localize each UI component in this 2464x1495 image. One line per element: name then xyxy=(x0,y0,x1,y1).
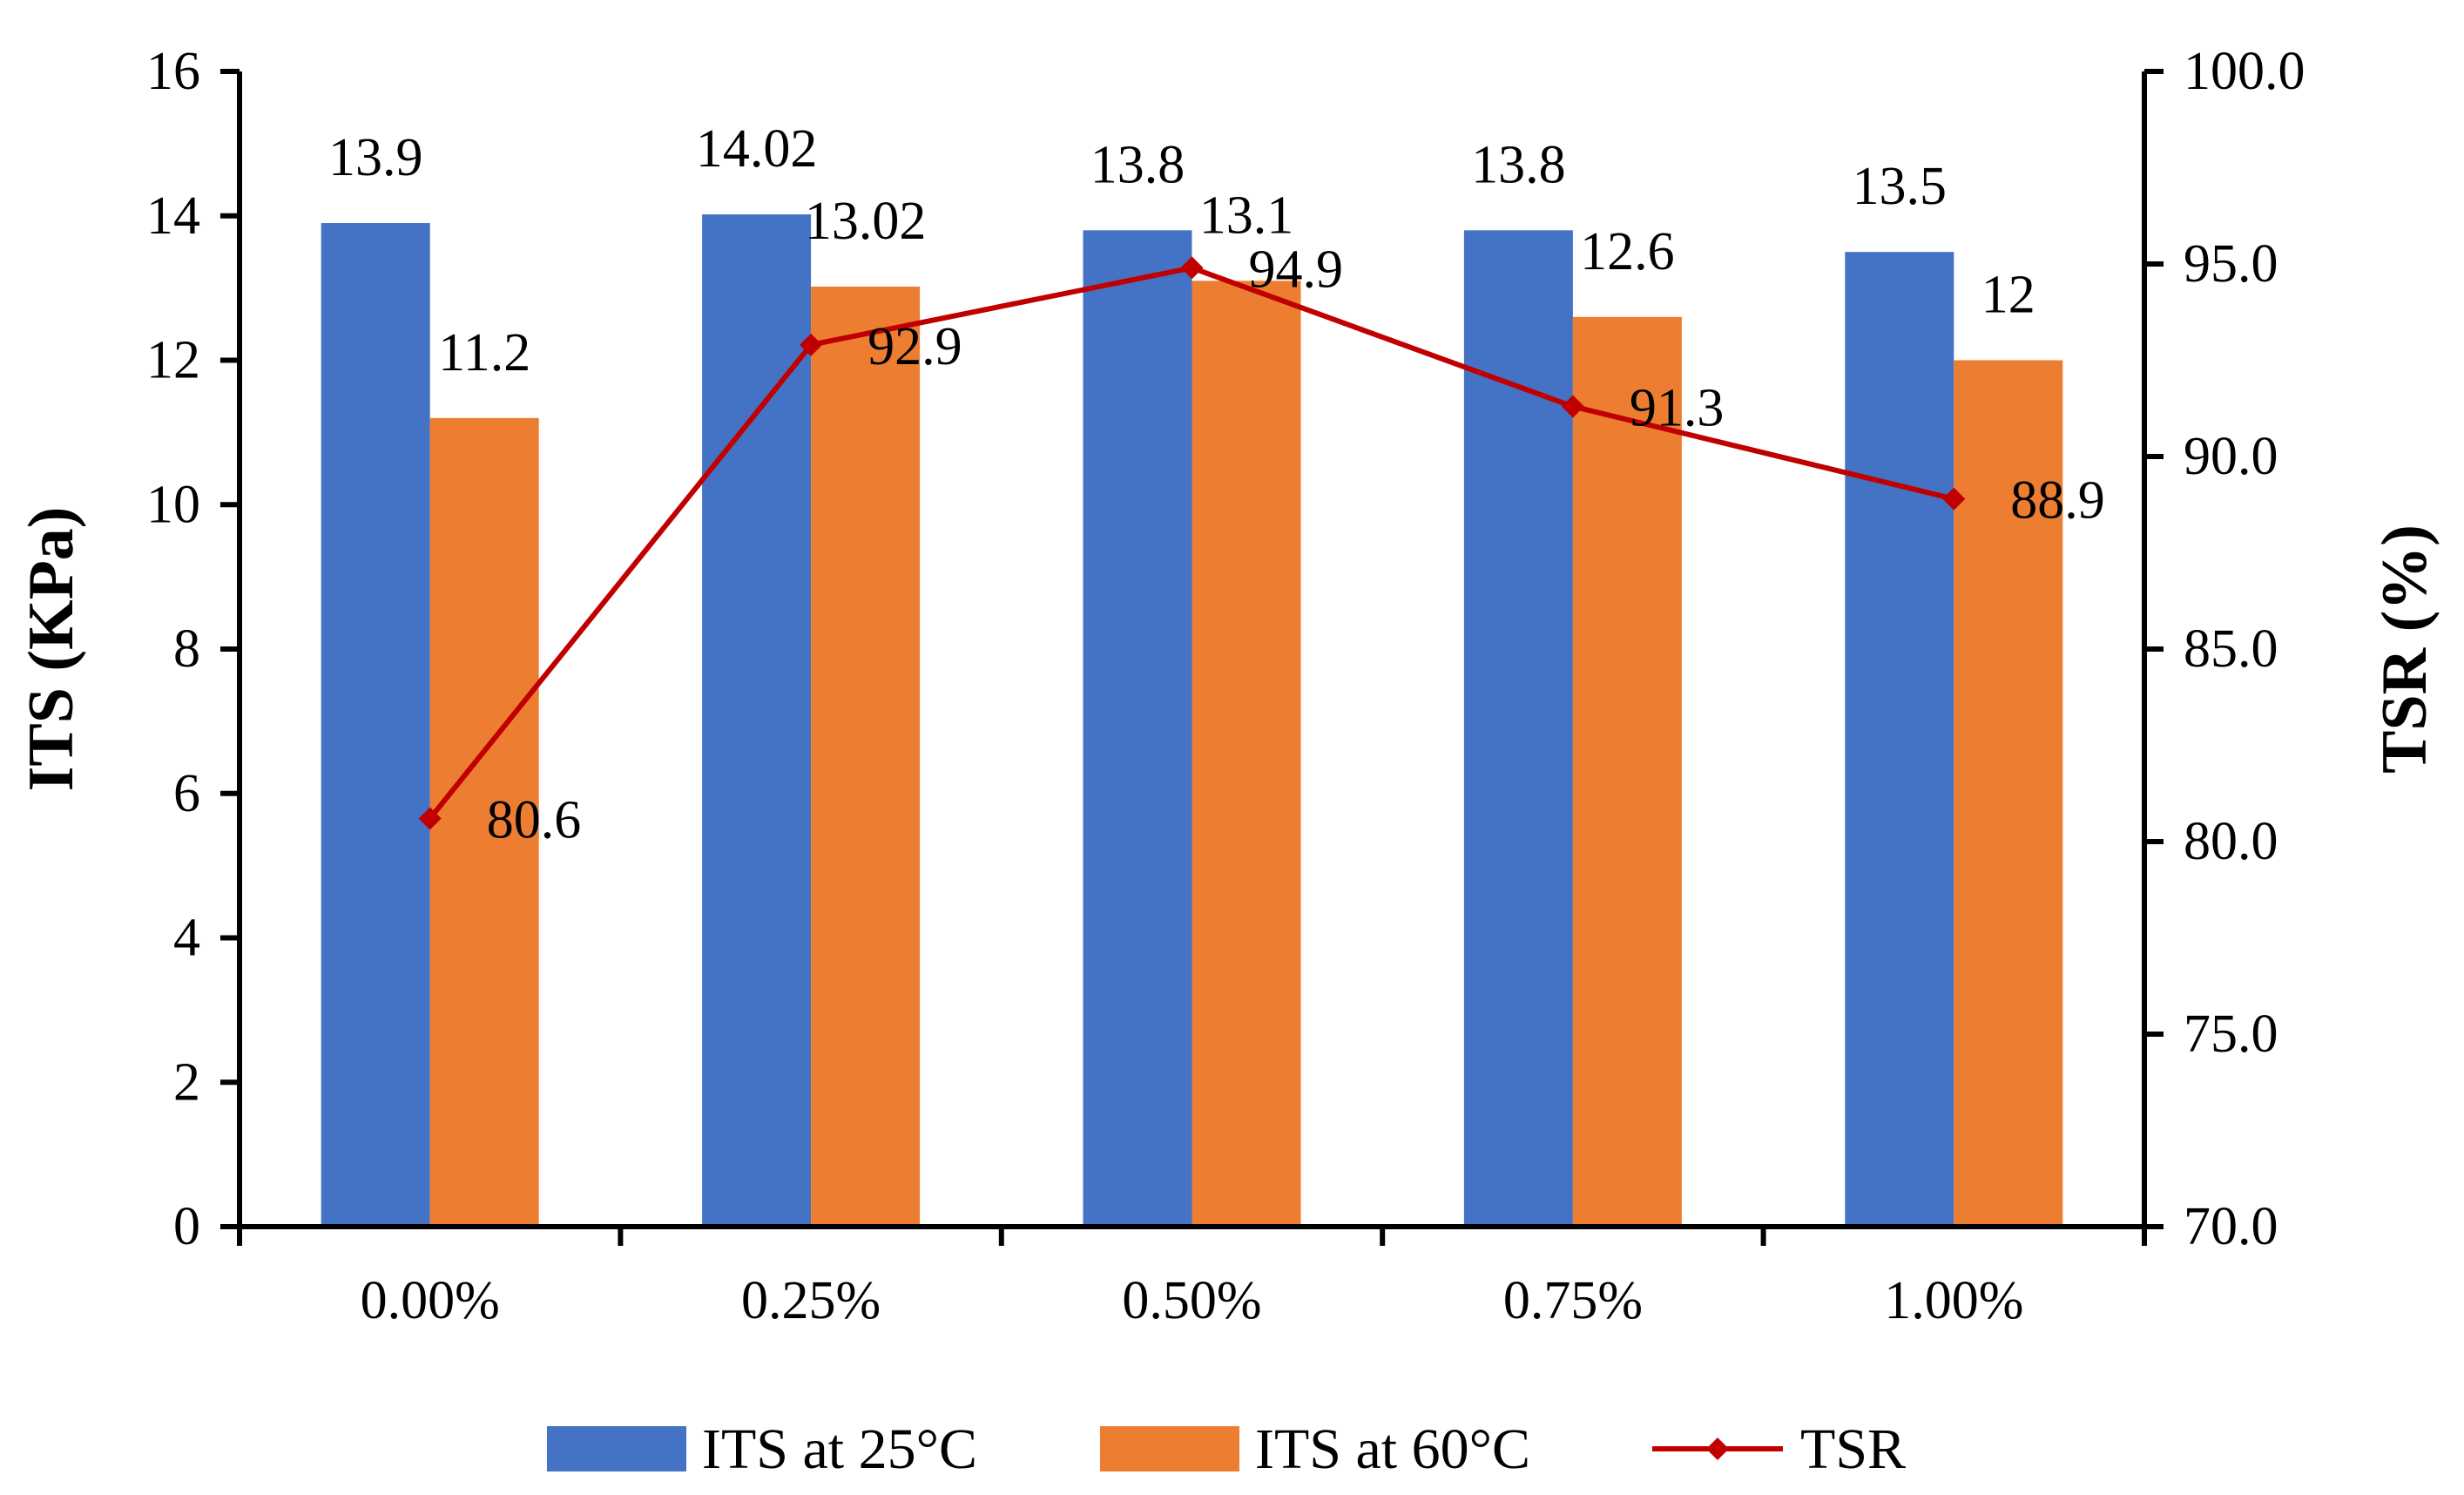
legend-label-2: TSR xyxy=(1800,1417,1906,1481)
y-tick-label: 4 xyxy=(173,909,200,968)
y-tick-label: 2 xyxy=(173,1052,200,1112)
x-tick-label: 0.50% xyxy=(1122,1271,1261,1330)
label-its60-0: 11.2 xyxy=(438,323,530,382)
y-tick-label: 6 xyxy=(173,764,200,823)
bar-its60-2 xyxy=(1191,281,1301,1227)
label-tsr-2: 94.9 xyxy=(1249,240,1344,299)
legend-label-1: ITS at 60°C xyxy=(1255,1417,1530,1481)
legend: ITS at 25°C ITS at 60°C TSR xyxy=(547,1417,1906,1481)
y2-tick-label: 100.0 xyxy=(2184,42,2305,101)
y-tick-label: 10 xyxy=(146,475,200,534)
bar-its60-0 xyxy=(429,417,539,1227)
bar-its25-0 xyxy=(321,223,430,1228)
bar-its60-4 xyxy=(1954,360,2063,1227)
legend-label-0: ITS at 25°C xyxy=(702,1417,977,1481)
label-its60-3: 12.6 xyxy=(1580,222,1675,281)
tsr-line-layer xyxy=(418,256,1966,830)
label-its60-2: 13.1 xyxy=(1199,186,1294,245)
y-axis-title: ITS (KPa) xyxy=(16,507,87,792)
bars-layer xyxy=(321,214,2063,1228)
tsr-point-3 xyxy=(1561,395,1584,418)
x-tick-label: 1.00% xyxy=(1884,1271,2023,1330)
label-its60-4: 12 xyxy=(1981,266,2035,325)
tsr-point-2 xyxy=(1180,256,1204,280)
legend-swatch-marker xyxy=(1706,1438,1729,1460)
y2-tick-label: 80.0 xyxy=(2184,812,2278,871)
label-tsr-1: 92.9 xyxy=(867,317,962,376)
label-its25-0: 13.9 xyxy=(328,128,423,187)
x-tick-label: 0.75% xyxy=(1503,1271,1643,1330)
bar-its25-2 xyxy=(1083,230,1192,1228)
label-tsr-0: 80.6 xyxy=(487,790,582,849)
label-its25-1: 14.02 xyxy=(696,119,818,179)
legend-swatch-1 xyxy=(1100,1426,1239,1471)
tsr-point-0 xyxy=(418,807,442,830)
label-tsr-3: 91.3 xyxy=(1630,379,1725,438)
y-tick-label: 12 xyxy=(146,331,200,390)
label-tsr-4: 88.9 xyxy=(2010,471,2105,531)
y2-axis-title: TSR (%) xyxy=(2369,524,2440,774)
bar-its25-1 xyxy=(702,214,812,1227)
legend-swatch-0 xyxy=(547,1426,686,1471)
x-tick-label: 0.25% xyxy=(741,1271,881,1330)
y-tick-label: 16 xyxy=(146,42,200,101)
label-its25-4: 13.5 xyxy=(1853,157,1948,216)
y2-tick-label: 95.0 xyxy=(2184,234,2278,294)
y2-tick-label: 70.0 xyxy=(2184,1197,2278,1256)
y2-tick-label: 85.0 xyxy=(2184,619,2278,679)
label-its25-3: 13.8 xyxy=(1471,135,1566,194)
y2-tick-label: 75.0 xyxy=(2184,1005,2278,1064)
y-tick-label: 0 xyxy=(173,1197,200,1256)
y-tick-label: 14 xyxy=(146,186,200,246)
x-tick-label: 0.00% xyxy=(361,1271,500,1330)
y-tick-label: 8 xyxy=(173,619,200,679)
ticks-layer: 0 2 4 6 8 10 12 14 16 70.0 75.0 80.0 85.0 90.0 95.0 100… xyxy=(146,42,2305,1330)
label-its60-1: 13.02 xyxy=(805,192,927,251)
tsr-point-4 xyxy=(1942,487,1966,511)
bar-its60-3 xyxy=(1572,316,1682,1227)
bar-its25-4 xyxy=(1845,252,1954,1227)
tsr-point-1 xyxy=(800,333,823,356)
y2-tick-label: 90.0 xyxy=(2184,427,2278,486)
label-its25-2: 13.8 xyxy=(1090,135,1185,194)
bar-its25-3 xyxy=(1463,230,1573,1228)
bar-its60-1 xyxy=(811,286,921,1227)
data-labels-layer: 13.911.280.614.0213.0292.913.813.194.913… xyxy=(328,119,2105,849)
